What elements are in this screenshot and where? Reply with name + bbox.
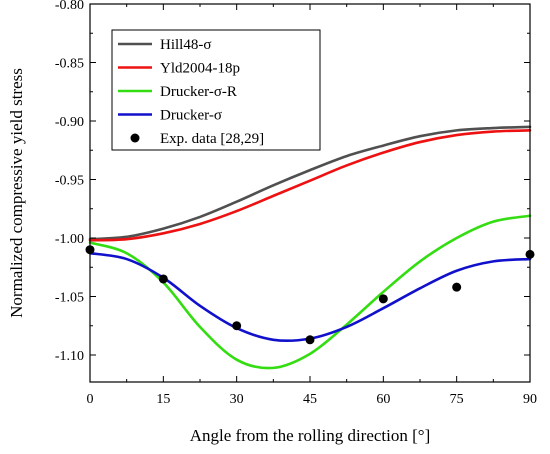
y-tick-label: -0.90 xyxy=(55,115,84,130)
x-tick-label: 30 xyxy=(230,392,244,407)
legend-label: Drucker-σ xyxy=(160,108,222,124)
x-axis-title: Angle from the rolling direction [°] xyxy=(190,426,430,445)
x-tick-label: 60 xyxy=(376,392,390,407)
y-tick-label: -0.95 xyxy=(55,174,84,189)
y-tick-label: -1.00 xyxy=(55,232,84,247)
y-tick-label: -1.05 xyxy=(55,291,84,306)
axis-layer: 0 15 30 45 60 75 90 -0.80 -0.85 -0.90 -0.95 -1.00 -1… xyxy=(55,0,537,407)
series-line-1 xyxy=(88,125,532,241)
y-tick-label: -0.80 xyxy=(55,0,84,13)
legend-label: Drucker-σ-R xyxy=(160,84,237,100)
exp-data-point xyxy=(452,282,462,292)
scatter-layer xyxy=(85,245,535,345)
x-tick-label: 45 xyxy=(303,392,317,407)
legend-label: Exp. data [28,29] xyxy=(160,131,264,147)
y-axis-title: Normalized compressive yield stress xyxy=(7,68,26,318)
x-tick-label: 0 xyxy=(87,392,94,407)
exp-data-point xyxy=(232,321,242,331)
x-tick-label: 15 xyxy=(156,392,170,407)
legend-label: Yld2004-18p xyxy=(160,61,240,77)
series-line-2 xyxy=(88,129,532,242)
x-tick-label: 75 xyxy=(450,392,464,407)
y-tick-label: -0.85 xyxy=(55,57,84,72)
x-tick-label: 90 xyxy=(523,392,537,407)
legend-label: Hill48-σ xyxy=(160,37,211,53)
y-tick-label: -1.10 xyxy=(55,349,84,364)
legend-items: Hill48-σ Yld2004-18p Drucker-σ-R Drucker-σ E… xyxy=(118,37,264,147)
series-line-4 xyxy=(88,251,532,343)
legend-swatch xyxy=(130,133,140,143)
exp-data-point xyxy=(378,294,388,304)
series-layer xyxy=(88,125,532,370)
exp-data-point xyxy=(158,274,168,284)
legend: Hill48-σ Yld2004-18p Drucker-σ-R Drucker-σ E… xyxy=(111,29,321,151)
series-line-3 xyxy=(88,214,532,370)
exp-data-point xyxy=(305,335,315,345)
